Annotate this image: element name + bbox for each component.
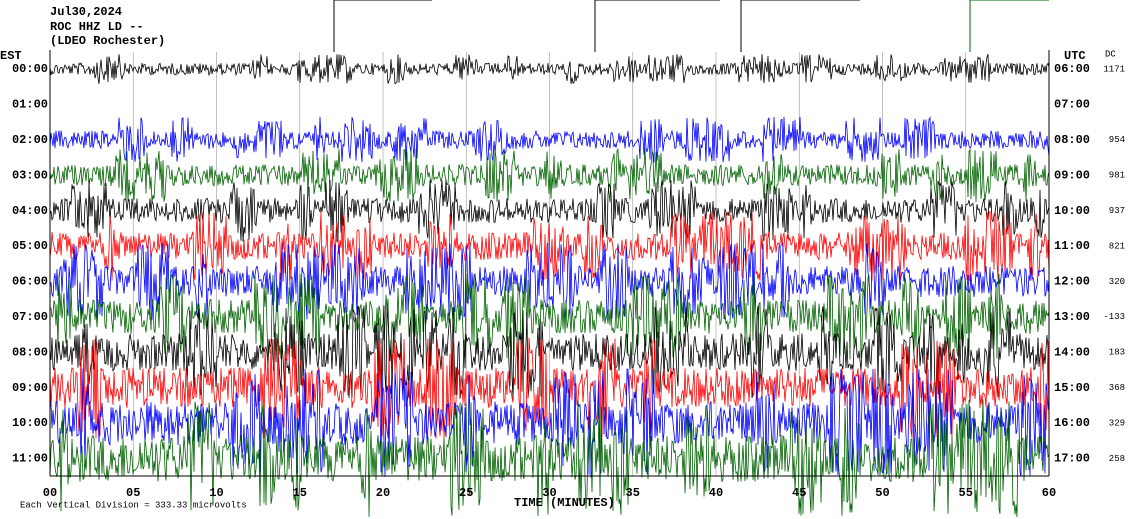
x-tick-label: 60: [1042, 486, 1056, 500]
x-tick-label: 20: [376, 486, 390, 500]
location: (LDEO Rochester): [50, 34, 165, 48]
est-label: 07:00: [12, 310, 48, 324]
trace: [50, 116, 1049, 163]
est-label: 01:00: [12, 98, 48, 112]
marker: [740, 0, 860, 52]
utc-label: 11:00: [1054, 239, 1090, 253]
station: ROC HHZ LD --: [50, 20, 144, 34]
x-tick-label: 45: [792, 486, 806, 500]
trace: [50, 337, 1049, 439]
utc-label: 06:00: [1054, 62, 1090, 76]
dc-value: 1171: [1103, 64, 1125, 74]
x-tick-label: 05: [126, 486, 140, 500]
x-axis-title: TIME (MINUTES): [514, 496, 615, 510]
utc-label: 08:00: [1054, 133, 1090, 147]
dc-value: 258: [1109, 454, 1125, 464]
est-label: 00:00: [12, 62, 48, 76]
trace: [50, 399, 1049, 518]
utc-label: 09:00: [1054, 168, 1090, 182]
x-tick-label: 30: [542, 486, 556, 500]
marker: [594, 0, 720, 52]
x-tick-label: 10: [209, 486, 223, 500]
x-tick-label: 50: [875, 486, 889, 500]
utc-label: 12:00: [1054, 275, 1090, 289]
est-label: 04:00: [12, 204, 48, 218]
date: Jul30,2024: [50, 5, 122, 19]
dc-value: -133: [1103, 312, 1125, 322]
trace: [50, 272, 1049, 360]
est-label: 05:00: [12, 239, 48, 253]
utc-label: 15:00: [1054, 381, 1090, 395]
dc-value: 329: [1109, 418, 1125, 428]
utc-label: 17:00: [1054, 452, 1090, 466]
dc-value: 183: [1109, 348, 1125, 358]
est-label: 09:00: [12, 381, 48, 395]
est-label: 08:00: [12, 345, 48, 359]
trace: [50, 305, 1049, 399]
dc-value: 320: [1109, 277, 1125, 287]
marker: [969, 0, 1049, 52]
x-tick-label: 15: [293, 486, 307, 500]
traces: [50, 52, 1049, 518]
dc-value: 821: [1109, 241, 1125, 251]
est-label: 02:00: [12, 133, 48, 147]
utc-label: 13:00: [1054, 310, 1090, 324]
x-tick-label: 35: [626, 486, 640, 500]
marker: [333, 0, 432, 52]
trace: [50, 367, 1049, 478]
trace: [50, 53, 1049, 85]
utc-label: 07:00: [1054, 98, 1090, 112]
dc-title: DC: [1105, 49, 1116, 59]
dc-value: 954: [1109, 135, 1125, 145]
left-axis-title: EST: [0, 49, 22, 63]
utc-label: 14:00: [1054, 345, 1090, 359]
trace: [50, 179, 1049, 243]
x-tick-label: 25: [459, 486, 473, 500]
footer: Each Vertical Division = 333.33 microvol…: [20, 500, 247, 510]
dc-value: 368: [1109, 383, 1125, 393]
trace: [50, 148, 1049, 203]
est-label: 06:00: [12, 275, 48, 289]
utc-label: 16:00: [1054, 416, 1090, 430]
trace: [50, 242, 1049, 321]
x-tick-label: 55: [959, 486, 973, 500]
est-label: 11:00: [12, 452, 48, 466]
x-tick-label: 40: [709, 486, 723, 500]
utc-label: 10:00: [1054, 204, 1090, 218]
trace: [50, 210, 1049, 283]
dc-value: 937: [1109, 206, 1125, 216]
x-tick-label: 00: [43, 486, 57, 500]
right-axis-title: UTC: [1064, 49, 1086, 63]
est-label: 03:00: [12, 168, 48, 182]
dc-value: 981: [1109, 171, 1125, 181]
est-label: 10:00: [12, 416, 48, 430]
